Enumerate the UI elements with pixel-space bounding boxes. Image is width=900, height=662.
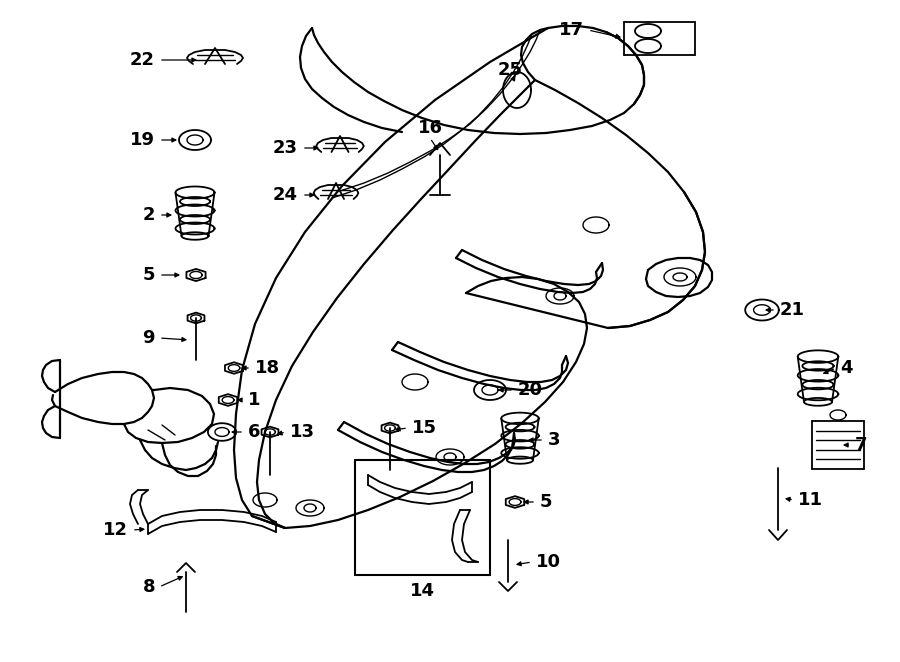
Text: 15: 15	[412, 419, 437, 437]
Text: 8: 8	[142, 578, 155, 596]
Text: 13: 13	[290, 423, 315, 441]
Text: 7: 7	[855, 436, 868, 454]
Text: 25: 25	[498, 61, 523, 79]
Text: 21: 21	[780, 301, 805, 319]
Text: 5: 5	[142, 266, 155, 284]
Text: 20: 20	[518, 381, 543, 399]
Text: 5: 5	[540, 493, 553, 511]
Text: 6: 6	[248, 423, 260, 441]
Text: 1: 1	[248, 391, 260, 409]
Text: 18: 18	[255, 359, 280, 377]
Text: 3: 3	[548, 431, 561, 449]
Text: 19: 19	[130, 131, 155, 149]
Text: 11: 11	[798, 491, 823, 509]
Text: 16: 16	[418, 119, 443, 137]
Text: 24: 24	[273, 186, 298, 204]
Text: 12: 12	[103, 521, 128, 539]
Text: 4: 4	[840, 359, 852, 377]
Text: 23: 23	[273, 139, 298, 157]
Text: 9: 9	[142, 329, 155, 347]
Text: 22: 22	[130, 51, 155, 69]
Text: 10: 10	[536, 553, 561, 571]
Text: 2: 2	[142, 206, 155, 224]
Text: 17: 17	[559, 21, 584, 39]
Text: 14: 14	[410, 582, 435, 600]
